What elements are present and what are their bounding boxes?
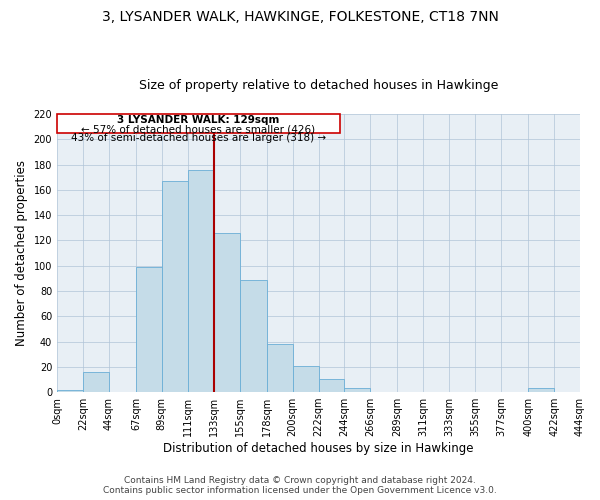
Text: Contains HM Land Registry data © Crown copyright and database right 2024.
Contai: Contains HM Land Registry data © Crown c… [103,476,497,495]
Bar [136,267,162,392]
Bar [83,372,109,392]
Text: 3 LYSANDER WALK: 129sqm: 3 LYSANDER WALK: 129sqm [117,116,280,126]
X-axis label: Distribution of detached houses by size in Hawkinge: Distribution of detached houses by size … [163,442,474,455]
Text: 3, LYSANDER WALK, HAWKINGE, FOLKESTONE, CT18 7NN: 3, LYSANDER WALK, HAWKINGE, FOLKESTONE, … [101,10,499,24]
Bar [162,181,188,392]
Bar [188,170,214,392]
Bar [214,233,239,392]
Bar [266,344,293,392]
Title: Size of property relative to detached houses in Hawkinge: Size of property relative to detached ho… [139,79,498,92]
Bar [528,388,554,392]
Bar [239,280,266,392]
FancyBboxPatch shape [57,114,340,133]
Bar [57,390,83,392]
Text: 43% of semi-detached houses are larger (318) →: 43% of semi-detached houses are larger (… [71,133,326,143]
Text: ← 57% of detached houses are smaller (426): ← 57% of detached houses are smaller (42… [82,124,316,134]
Bar [293,366,319,392]
Y-axis label: Number of detached properties: Number of detached properties [15,160,28,346]
Bar [344,388,370,392]
Bar [319,380,344,392]
